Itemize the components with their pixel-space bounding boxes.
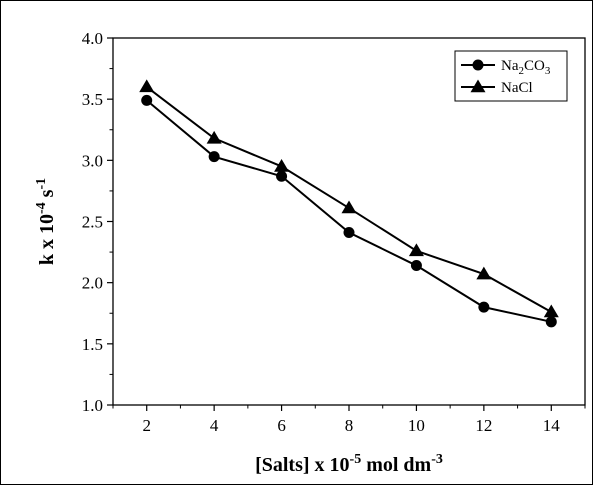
series-layer (139, 79, 559, 328)
legend-label-na2co3: Na2CO3 (501, 58, 551, 77)
x-tick-label: 6 (277, 416, 286, 435)
x-tick-label: 4 (210, 416, 219, 435)
data-point-nacl (274, 158, 290, 172)
y-axis-title: k x 10-4 s-1 (34, 178, 58, 265)
data-point-nacl (476, 266, 492, 280)
legend-marker-nacl (470, 79, 486, 93)
data-point-na2co3 (478, 301, 490, 313)
y-tick-label: 1.5 (82, 335, 103, 354)
data-point-na2co3 (141, 94, 153, 106)
y-tick-label: 3.0 (82, 151, 103, 170)
data-point-nacl (408, 243, 424, 257)
data-point-nacl (206, 130, 222, 144)
data-point-nacl (341, 200, 357, 214)
legend: Na2CO3 NaCl (454, 50, 568, 102)
x-tick-label: 2 (142, 416, 151, 435)
x-tick-label: 14 (543, 416, 561, 435)
data-point-na2co3 (410, 260, 422, 272)
legend-marker-na2co3 (472, 59, 484, 71)
data-point-na2co3 (343, 227, 355, 239)
legend-box (454, 50, 568, 102)
data-point-na2co3 (276, 170, 288, 182)
y-tick-label: 2.0 (82, 274, 103, 293)
data-point-na2co3 (208, 151, 220, 163)
x-tick-label: 8 (345, 416, 354, 435)
legend-label-nacl: NaCl (501, 80, 533, 96)
y-axis: 1.0 1.5 2.0 2.5 3.0 3.5 4.0 (82, 29, 113, 415)
y-tick-label: 4.0 (82, 29, 103, 48)
x-axis-title: [Salts] x 10-5 mol dm-3 (255, 452, 443, 476)
y-tick-label: 1.0 (82, 396, 103, 415)
data-point-na2co3 (545, 316, 557, 328)
y-tick-label: 2.5 (82, 213, 103, 232)
y-tick-label: 3.5 (82, 90, 103, 109)
x-tick-label: 10 (408, 416, 425, 435)
data-point-nacl (543, 304, 559, 318)
data-point-nacl (139, 79, 155, 93)
x-tick-label: 12 (475, 416, 492, 435)
x-axis: 2 4 6 8 10 12 14 (112, 405, 586, 435)
